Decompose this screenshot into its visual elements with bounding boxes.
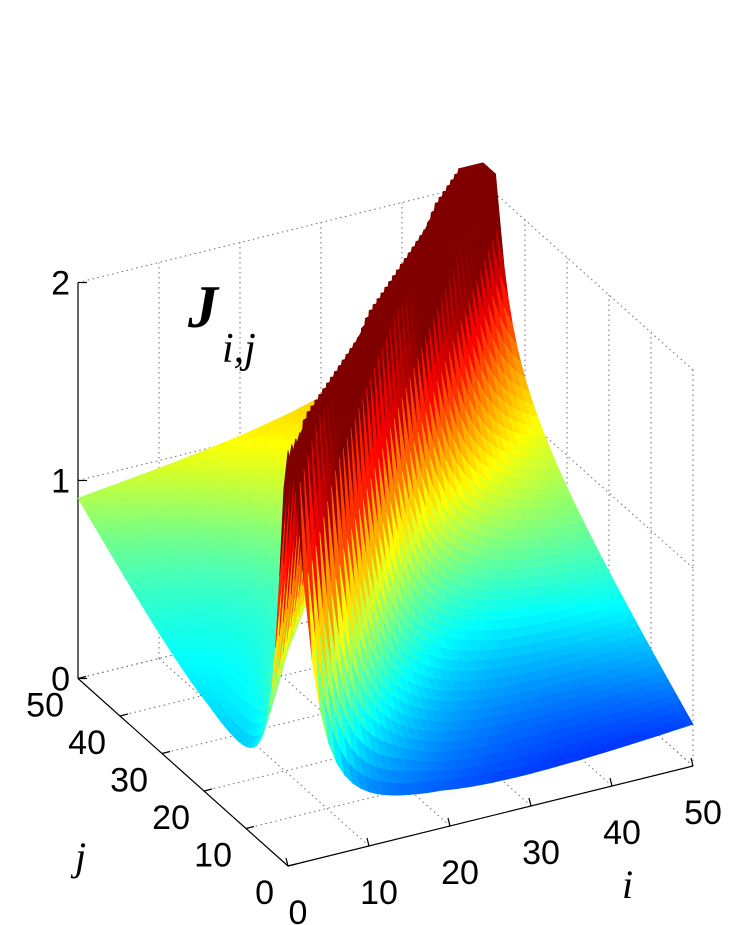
x-tick-mark [447,817,451,827]
z-axis-label-main: J [187,274,220,340]
y-tick-label: 50 [26,687,64,725]
z-tick-label: 2 [51,265,70,303]
x-tick-label: 10 [360,874,398,912]
surface [77,162,694,796]
y-tick-label: 40 [68,724,106,762]
y-tick-label: 0 [255,874,274,912]
x-tick-mark [528,797,532,807]
y-tick-mark [119,713,129,717]
side-wall-gridline-z [482,182,694,371]
z-tick-label: 1 [51,463,70,501]
y-axis-label: j [70,834,86,879]
x-tick-mark [690,757,694,767]
x-axis-line [287,765,694,867]
z-tick-label: 0 [51,661,70,699]
z-axis-label-subscript: i,j [222,326,256,372]
y-tick-label: 30 [110,762,148,800]
x-tick-label: 50 [684,794,722,832]
x-tick-label: 0 [289,894,308,925]
y-tick-label: 20 [152,799,190,837]
y-tick-label: 10 [194,837,232,875]
y-tick-mark [245,825,255,830]
x-axis-label: i [622,862,633,907]
x-tick-label: 40 [603,814,641,852]
x-tick-label: 20 [441,854,479,892]
y-tick-mark [161,750,171,755]
y-tick-mark [287,863,297,867]
axes [77,281,694,867]
surface-patch [680,716,694,728]
x-tick-mark [285,857,289,867]
y-axis-line [77,678,289,867]
floor-gridline-i [158,658,370,847]
z-axis-label: J i,j [187,274,256,372]
side-wall-gridline-z [482,380,694,569]
y-tick-mark [203,788,213,792]
x-tick-mark [366,837,370,847]
x-tick-mark [609,777,613,787]
x-tick-label: 30 [522,834,560,872]
